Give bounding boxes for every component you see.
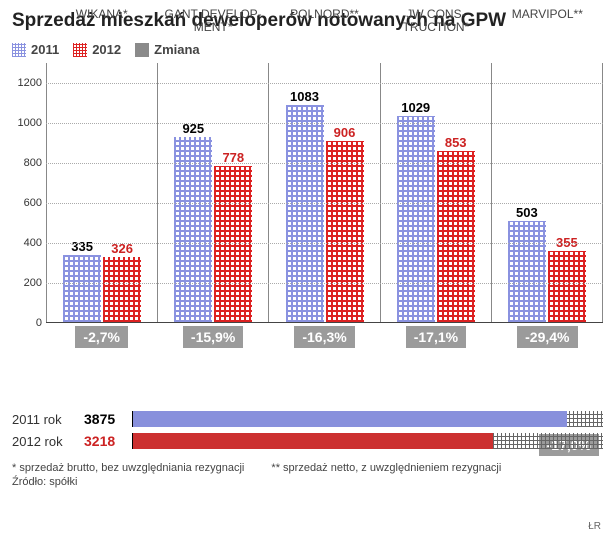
plot-area: WIKANA*GANT DEVELOP-MENT*POLNORD**JW CON…: [46, 63, 603, 323]
bar-2011: 1083: [286, 105, 324, 322]
pct-change-box: -15,9%: [183, 326, 243, 348]
bar-2011-value: 335: [63, 239, 101, 254]
footnotes: * sprzedaż brutto, bez uwzględniania rez…: [12, 462, 603, 474]
gridline: [46, 83, 603, 84]
bar-2012: 906: [326, 141, 364, 322]
total-2012-value: 3218: [84, 433, 132, 449]
bar-chart: 0 200 400 600 800 1000 1200 WIKANA*GANT DEVELO…: [12, 63, 603, 358]
total-2011-label: 2011 rok: [12, 412, 84, 427]
bar-2012: 326: [103, 257, 141, 322]
bar-2011: 503: [508, 221, 546, 322]
footnote-2: ** sprzedaż netto, z uwzględnieniem rezy…: [271, 462, 501, 474]
bar-2011-value: 1083: [286, 89, 324, 104]
gridline: [46, 163, 603, 164]
bar-2012-value: 853: [437, 135, 475, 150]
bar-2012: 778: [214, 166, 252, 322]
total-2012-row: 2012 rok 3218: [12, 430, 603, 452]
total-2011-row: 2011 rok 3875: [12, 408, 603, 430]
credit: ŁR: [588, 521, 601, 532]
totals-section: 2011 rok 3875 2012 rok 3218 -17,0%: [12, 408, 603, 452]
category-label: GANT DEVELOP-MENT*: [157, 8, 268, 58]
pct-change-row: -2,7% -15,9% -16,3% -17,1% -29,4%: [46, 326, 603, 348]
bar-2011: 335: [63, 255, 101, 322]
total-2012-label: 2012 rok: [12, 434, 84, 449]
total-2012-bar: [133, 433, 493, 449]
pct-change-box: -17,1%: [406, 326, 466, 348]
total-2012-bar-wrap: [132, 433, 603, 449]
total-2011-value: 3875: [84, 411, 132, 427]
total-2011-bar: [133, 411, 567, 427]
pct-cell: -17,1%: [380, 326, 491, 348]
category-labels-row: WIKANA*GANT DEVELOP-MENT*POLNORD**JW CON…: [46, 8, 603, 58]
bar-2011: 1029: [397, 116, 435, 322]
bar-2012: 853: [437, 151, 475, 322]
bar-2011-value: 503: [508, 205, 546, 220]
y-tick: 1200: [18, 77, 42, 89]
pct-cell: -15,9%: [157, 326, 268, 348]
category-label: JW CONS-TRUCTION*: [380, 8, 491, 58]
pct-cell: -16,3%: [269, 326, 380, 348]
bar-2012: 355: [548, 251, 586, 322]
y-axis: 020040060080010001200: [12, 63, 46, 323]
y-tick: 1000: [18, 117, 42, 129]
category-label: POLNORD**: [269, 8, 380, 58]
y-tick: 200: [24, 277, 42, 289]
y-tick: 800: [24, 157, 42, 169]
swatch-2011: [12, 43, 26, 57]
y-tick: 600: [24, 197, 42, 209]
footnote-1: * sprzedaż brutto, bez uwzględniania rez…: [12, 462, 244, 474]
pct-cell: -2,7%: [46, 326, 157, 348]
total-2011-bar-wrap: [132, 411, 603, 427]
pct-change-box: -16,3%: [294, 326, 354, 348]
gridline: [46, 123, 603, 124]
source-line: Źródło: spółki: [12, 476, 603, 488]
gridline: [46, 203, 603, 204]
pct-change-box: -29,4%: [517, 326, 577, 348]
pct-cell: -29,4%: [492, 326, 603, 348]
y-tick: 0: [36, 317, 42, 329]
category-label: MARVIPOL**: [492, 8, 603, 58]
gridline: [46, 243, 603, 244]
category-label: WIKANA*: [46, 8, 157, 58]
gridline: [46, 283, 603, 284]
bar-2011-value: 1029: [397, 100, 435, 115]
bar-2012-value: 906: [326, 125, 364, 140]
y-tick: 400: [24, 237, 42, 249]
pct-change-box: -2,7%: [75, 326, 128, 348]
bar-2011: 925: [174, 137, 212, 322]
